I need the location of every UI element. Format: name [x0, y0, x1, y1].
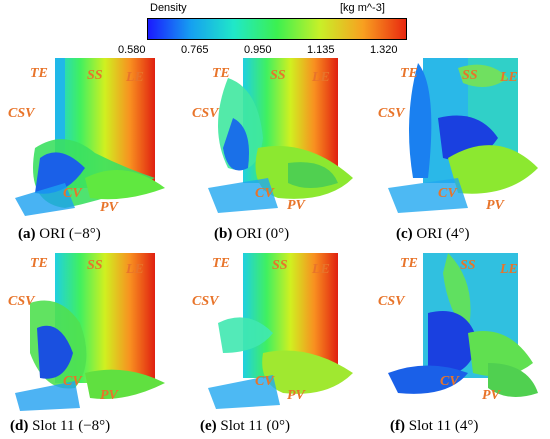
vortex-render-a	[15, 58, 165, 216]
caption-e: (e) Slot 11 (0°)	[200, 418, 291, 434]
label-le: LE	[312, 70, 330, 85]
panel-a-ori-minus8	[5, 58, 185, 218]
label-le: LE	[126, 262, 144, 277]
colorbar-unit: [kg m^-3]	[340, 2, 385, 14]
vortex-render-c	[388, 58, 538, 213]
caption-f: (f) Slot 11 (4°)	[390, 418, 479, 434]
label-te: TE	[212, 66, 230, 81]
label-cv: CV	[63, 374, 82, 389]
label-te: TE	[400, 256, 418, 271]
label-pv: PV	[486, 198, 504, 213]
vortex-render-d	[15, 253, 165, 411]
label-te: TE	[400, 66, 418, 81]
caption-a: (a) ORI (−8°)	[18, 226, 101, 242]
label-csv: CSV	[8, 294, 35, 309]
caption-b: (b) ORI (0°)	[214, 226, 290, 242]
label-csv: CSV	[8, 106, 35, 121]
label-ss: SS	[272, 258, 288, 273]
caption-d: (d) Slot 11 (−8°)	[10, 418, 111, 434]
label-ss: SS	[87, 258, 103, 273]
label-cv: CV	[440, 374, 459, 389]
colorbar-tick: 0.950	[244, 44, 272, 56]
label-cv: CV	[63, 186, 82, 201]
label-le: LE	[500, 262, 518, 277]
label-pv: PV	[100, 200, 118, 215]
label-cv: CV	[438, 186, 457, 201]
colorbar-tick: 0.765	[181, 44, 209, 56]
label-te: TE	[212, 256, 230, 271]
label-csv: CSV	[378, 294, 405, 309]
label-pv: PV	[287, 198, 305, 213]
label-te: TE	[30, 66, 48, 81]
label-pv: PV	[482, 388, 500, 403]
label-ss: SS	[462, 68, 478, 83]
density-colorbar	[147, 18, 407, 40]
panel-c-ori-4	[368, 58, 548, 218]
label-cv: CV	[255, 374, 274, 389]
label-pv: PV	[287, 388, 305, 403]
label-ss: SS	[460, 258, 476, 273]
label-ss: SS	[87, 68, 103, 83]
label-te: TE	[30, 256, 48, 271]
label-le: LE	[126, 70, 144, 85]
vortex-render-b	[208, 58, 353, 213]
vortex-render-f	[388, 253, 538, 397]
colorbar-tick: 0.580	[118, 44, 146, 56]
colorbar-tick: 1.135	[307, 44, 335, 56]
caption-c: (c) ORI (4°)	[396, 226, 470, 242]
label-ss: SS	[270, 68, 286, 83]
panel-d-slot11-minus8	[5, 253, 185, 413]
panel-e-slot11-0	[188, 253, 368, 413]
label-cv: CV	[255, 186, 274, 201]
label-csv: CSV	[378, 106, 405, 121]
label-le: LE	[312, 262, 330, 277]
label-le: LE	[500, 70, 518, 85]
colorbar-tick: 1.320	[370, 44, 398, 56]
panel-f-slot11-4	[368, 253, 548, 413]
label-pv: PV	[100, 388, 118, 403]
label-csv: CSV	[192, 106, 219, 121]
label-csv: CSV	[192, 294, 219, 309]
colorbar-title: Density	[150, 2, 187, 14]
panel-b-ori-0	[188, 58, 368, 218]
vortex-render-e	[208, 253, 353, 409]
